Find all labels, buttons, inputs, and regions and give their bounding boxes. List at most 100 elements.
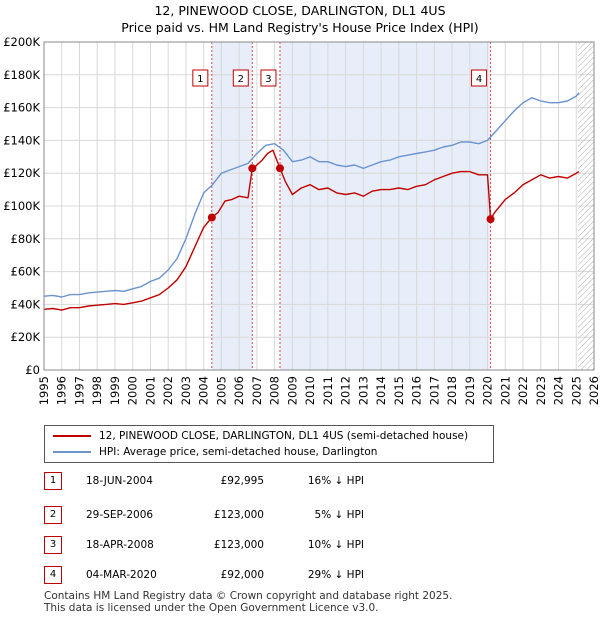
x-tick-label: 2026 [587, 376, 600, 405]
x-tick-label: 2000 [126, 376, 140, 405]
footer-licence: This data is licensed under the Open Gov… [44, 602, 379, 614]
x-tick-label: 2007 [250, 376, 264, 405]
sale-badge-box [260, 69, 277, 87]
legend-label-hpi: HPI: Average price, semi-detached house,… [99, 446, 378, 458]
sale-badge-box [471, 69, 488, 87]
sale-hpi-delta: 10% ↓ HPI [307, 539, 364, 551]
x-tick-label: 2019 [463, 376, 477, 405]
legend-swatch-property [53, 435, 91, 437]
x-tick-label: 2011 [321, 376, 335, 405]
sale-row: 1 18-JUN-2004 £92,995 16% ↓ HPI [44, 472, 424, 490]
x-tick-label: 2012 [339, 376, 353, 405]
y-tick-label: £40K [11, 297, 41, 311]
sale-badge: 2 [44, 506, 62, 524]
x-tick-label: 2005 [214, 376, 228, 405]
y-tick-label: £0 [25, 363, 40, 377]
x-tick-label: 2015 [392, 376, 406, 405]
sale-point [248, 164, 257, 173]
footer: Contains HM Land Registry data © Crown c… [44, 590, 452, 614]
chart-title: 12, PINEWOOD CLOSE, DARLINGTON, DL1 4US [154, 3, 446, 18]
x-tick-label: 2021 [498, 376, 512, 405]
sale-row: 3 18-APR-2008 £123,000 10% ↓ HPI [44, 536, 424, 554]
sale-badge-label: 3 [265, 74, 271, 85]
property-price-line [43, 149, 580, 311]
x-tick-label: 2001 [143, 376, 157, 405]
x-tick-label: 1996 [55, 376, 69, 405]
hpi-line [43, 92, 580, 298]
x-tick-labels: 1995 1996 1997 1998 1999 2000 2001 2002 2003 2004… [37, 376, 600, 405]
y-tick-label: £100K [3, 199, 40, 213]
x-tick-label: 2023 [534, 376, 548, 405]
x-tick-label: 2009 [285, 376, 299, 405]
legend-item-property: 12, PINEWOOD CLOSE, DARLINGTON, DL1 4US … [53, 428, 468, 444]
x-tick-label: 2024 [552, 376, 566, 405]
x-tick-label: 2013 [356, 376, 370, 405]
sale-date: 29-SEP-2006 [86, 509, 154, 521]
sale-price: £123,000 [213, 539, 264, 551]
sale-point [486, 215, 495, 224]
sale-badge-box [192, 69, 209, 87]
sale-badge-label: 4 [476, 74, 482, 85]
y-tick-label: £120K [3, 166, 40, 180]
footer-copyright: Contains HM Land Registry data © Crown c… [44, 590, 453, 602]
y-tick-label: £180K [3, 68, 40, 82]
sale-date: 18-JUN-2004 [86, 475, 153, 487]
sale-price: £123,000 [213, 509, 264, 521]
chart-title-block: 12, PINEWOOD CLOSE, DARLINGTON, DL1 4US … [0, 2, 600, 36]
axes [43, 41, 595, 371]
sale-points [207, 164, 495, 224]
sale-point [207, 213, 216, 222]
series-lines [43, 92, 580, 311]
plot-frame [43, 41, 595, 371]
sale-hpi-delta: 29% ↓ HPI [307, 569, 364, 581]
legend-label-property: 12, PINEWOOD CLOSE, DARLINGTON, DL1 4US … [99, 430, 469, 442]
sale-hpi-delta: 5% ↓ HPI [314, 509, 364, 521]
sale-badge-label: 1 [197, 74, 203, 85]
x-tick-label: 1997 [72, 376, 86, 405]
y-tick-label: £140K [3, 133, 40, 147]
sale-badge: 3 [44, 536, 62, 554]
sale-vlines [211, 42, 492, 370]
sale-badge: 4 [44, 566, 62, 584]
x-tick-label: 2004 [197, 376, 211, 405]
x-tick-label: 2017 [427, 376, 441, 405]
x-tick-label: 2006 [232, 376, 246, 405]
y-tick-label: £160K [3, 101, 40, 115]
x-tick-label: 2022 [516, 376, 530, 405]
sale-row: 2 29-SEP-2006 £123,000 5% ↓ HPI [44, 506, 424, 524]
future-hatch-area [578, 42, 594, 370]
sale-price: £92,000 [220, 569, 264, 581]
y-tick-label: £80K [11, 232, 41, 246]
sale-price: £92,995 [220, 475, 264, 487]
x-tick-label: 2010 [303, 376, 317, 405]
x-tick-label: 2003 [179, 376, 193, 405]
legend-swatch-hpi [53, 451, 91, 453]
sale-badge-label: 2 [238, 74, 244, 85]
sale-hpi-delta: 16% ↓ HPI [307, 475, 364, 487]
y-tick-label: £200K [3, 35, 40, 49]
future-hatch [578, 42, 594, 370]
grid [43, 41, 595, 371]
x-tick-label: 1999 [108, 376, 122, 405]
sale-badge: 1 [44, 472, 62, 490]
sale-date: 04-MAR-2020 [86, 569, 157, 581]
legend-item-hpi: HPI: Average price, semi-detached house,… [53, 444, 377, 460]
x-tick-label: 1998 [90, 376, 104, 405]
sale-row: 4 04-MAR-2020 £92,000 29% ↓ HPI [44, 566, 424, 584]
x-tick-label: 2018 [445, 376, 459, 405]
sale-badge-box [232, 69, 249, 87]
sale-badges: 1 2 3 4 [192, 69, 488, 87]
chart: 1 2 3 4 £0 £20K £40K £60K £80K £100K £120K £140K £1… [3, 35, 600, 405]
x-tick-label: 1995 [37, 376, 51, 405]
y-tick-labels: £0 £20K £40K £60K £80K £100K £120K £140K £160K £1… [3, 35, 40, 377]
sale-date: 18-APR-2008 [86, 539, 154, 551]
x-tick-label: 2002 [161, 376, 175, 405]
legend: 12, PINEWOOD CLOSE, DARLINGTON, DL1 4US … [44, 425, 494, 463]
x-tick-label: 2016 [410, 376, 424, 405]
x-tick-label: 2025 [569, 376, 583, 405]
sale-point [275, 164, 284, 173]
chart-subtitle: Price paid vs. HM Land Registry's House … [121, 20, 479, 35]
y-tick-label: £20K [11, 330, 41, 344]
x-tick-label: 2014 [374, 376, 388, 405]
x-tick-label: 2020 [481, 376, 495, 405]
